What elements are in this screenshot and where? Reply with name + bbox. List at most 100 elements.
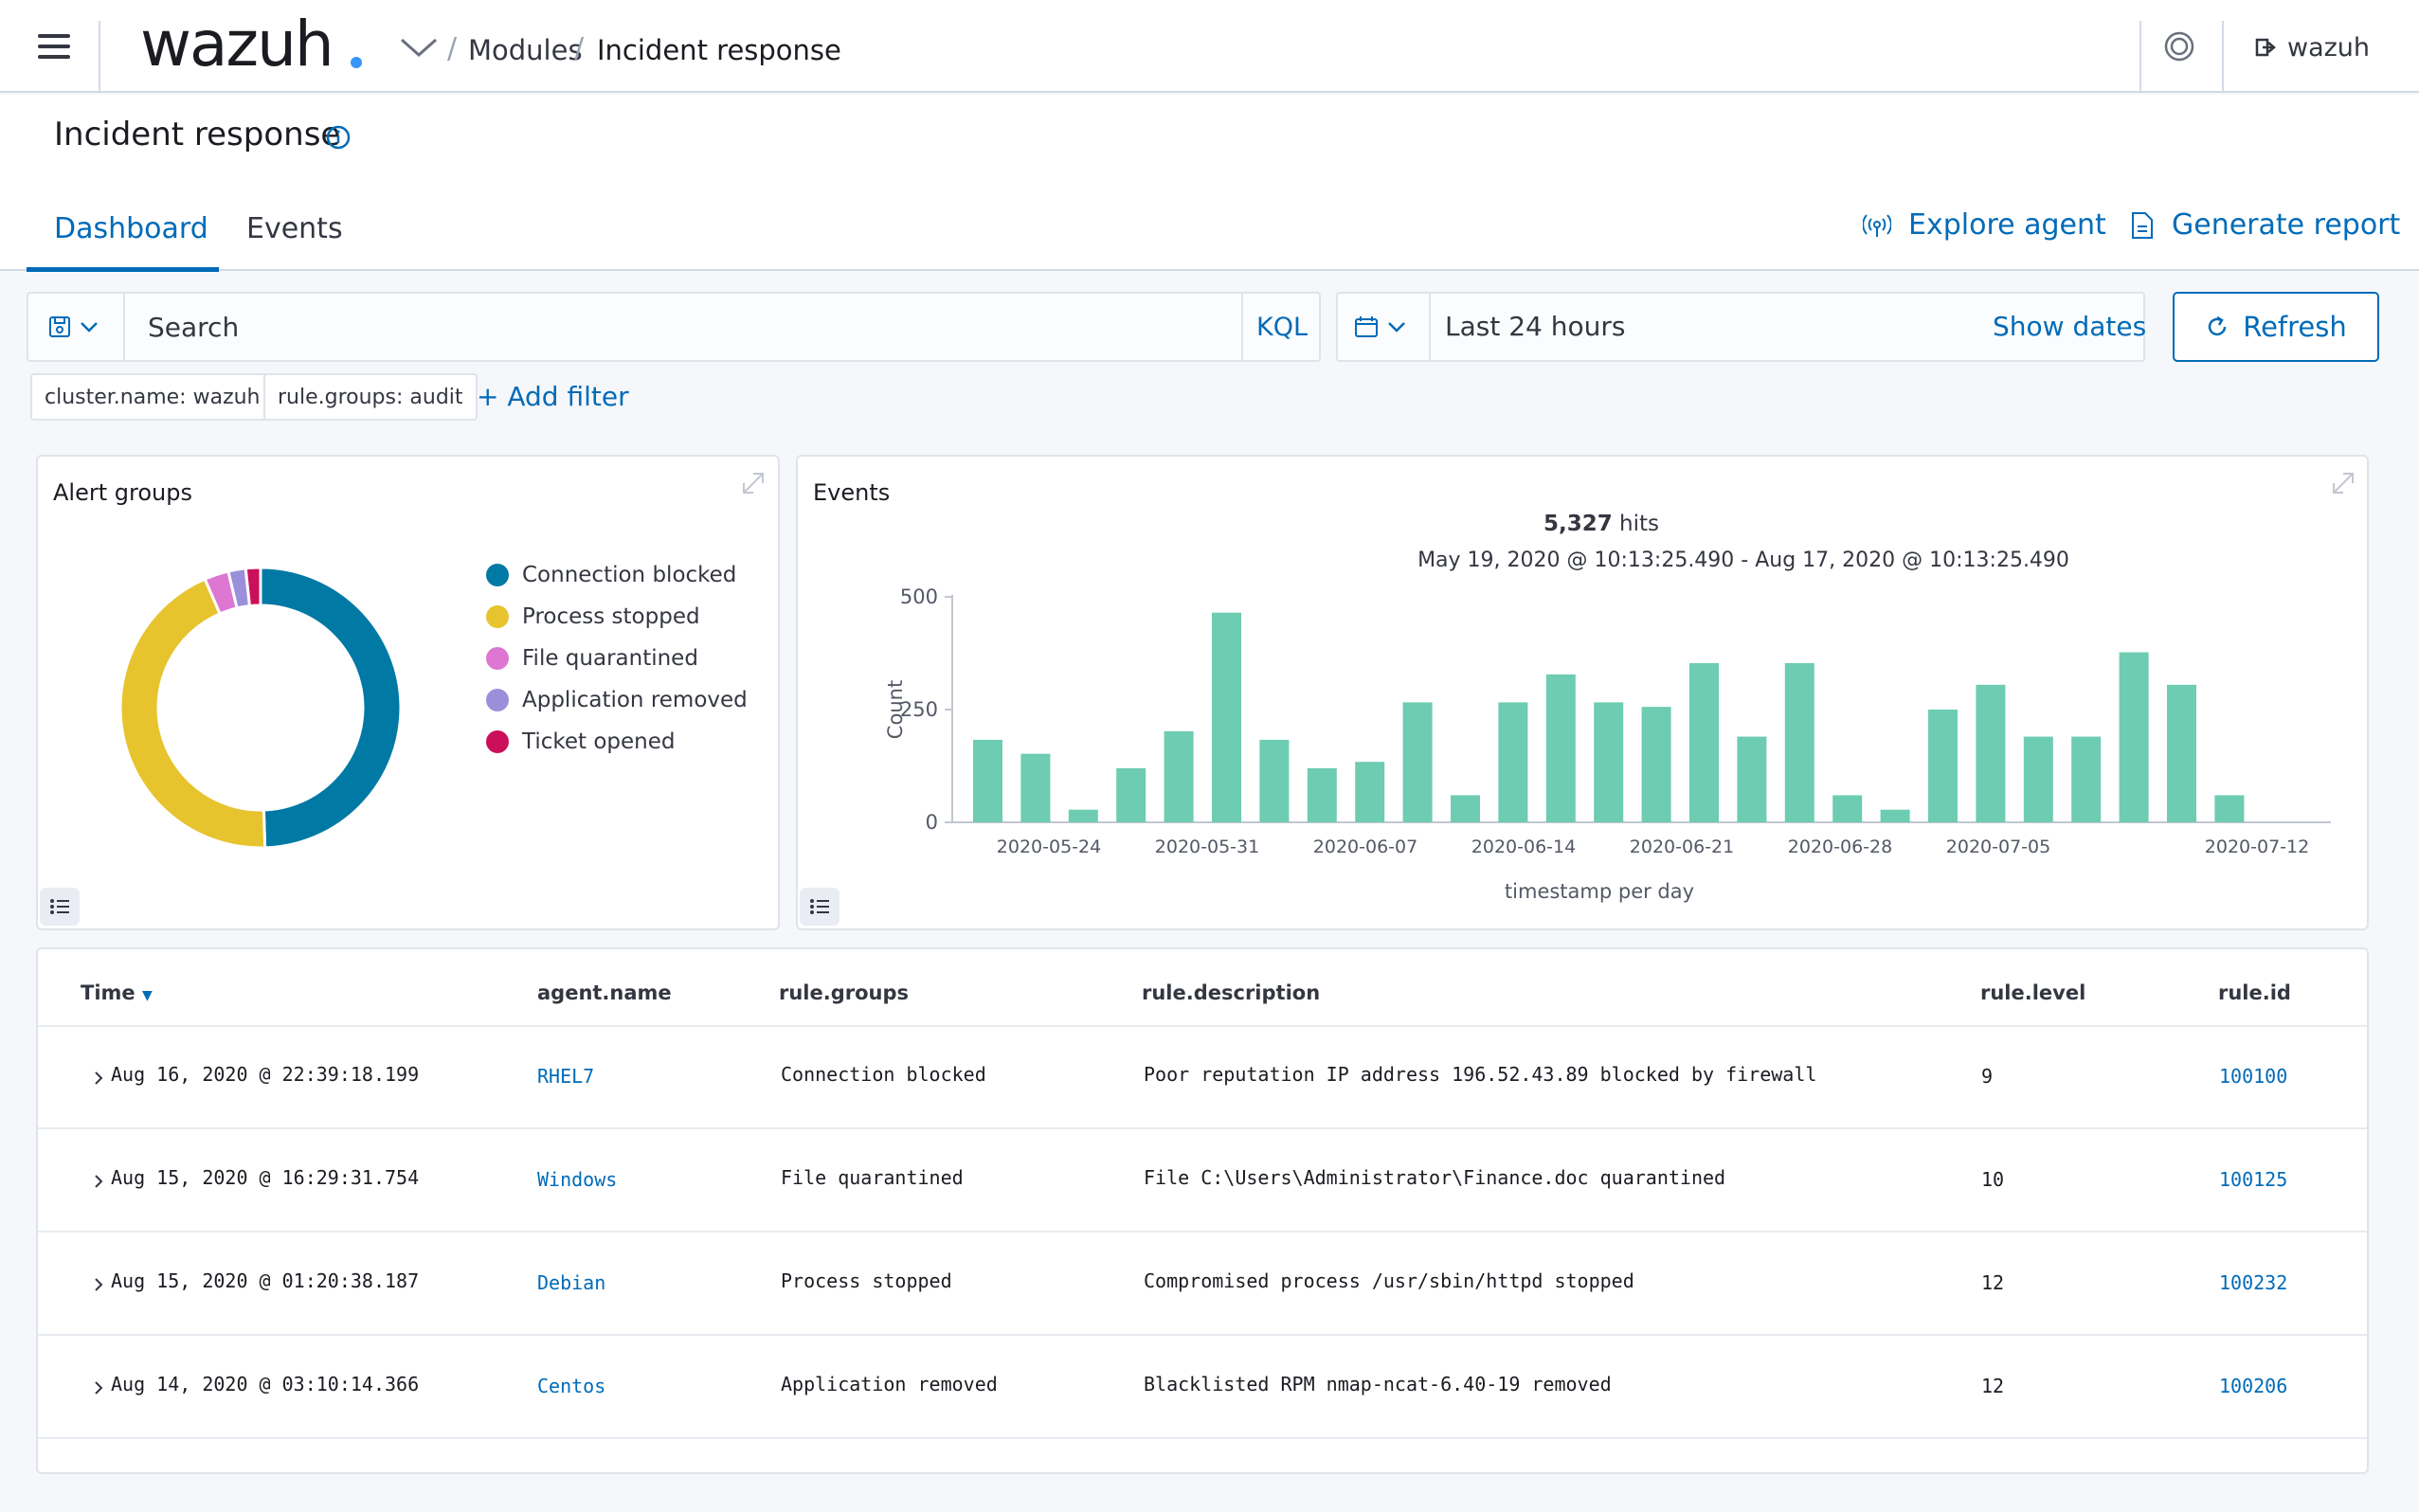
generate-report-button[interactable]: Generate report (2130, 208, 2400, 242)
cell-time: Aug 15, 2020 @ 16:29:31.754 (111, 1166, 420, 1189)
bar-12[interactable] (1498, 702, 1528, 822)
legend-application-removed[interactable]: Application removed (486, 688, 748, 712)
cell-agent-link[interactable]: Windows (537, 1168, 618, 1191)
expand-icon[interactable] (2330, 470, 2356, 496)
cell-description: Blacklisted RPM nmap-ncat-6.40-19 remove… (1144, 1373, 1612, 1395)
kql-toggle[interactable]: KQL (1241, 292, 1321, 362)
pie-slice-ticket-opened[interactable] (244, 566, 262, 608)
refresh-button[interactable]: Refresh (2173, 292, 2379, 362)
legend-toggle-button[interactable] (800, 888, 839, 926)
cell-agent-link[interactable]: Centos (537, 1375, 606, 1397)
time-range[interactable]: Last 24 hours (1445, 311, 1626, 342)
info-icon[interactable] (325, 124, 352, 151)
chevron-down-icon[interactable] (398, 36, 440, 59)
bar-5[interactable] (1164, 730, 1194, 822)
saved-queries-button[interactable] (27, 292, 125, 362)
events-panel (796, 455, 2369, 930)
cell-level: 12 (1981, 1375, 2005, 1397)
list-icon (810, 899, 829, 914)
cell-rule-id-link[interactable]: 100232 (2219, 1271, 2288, 1294)
bar-2[interactable] (1020, 753, 1051, 822)
legend-toggle-button[interactable] (40, 888, 80, 926)
filter-pill-cluster[interactable]: cluster.name: wazuh (30, 373, 275, 421)
x-tick-label: 2020-06-28 (1788, 837, 1892, 857)
bar-10[interactable] (1402, 702, 1433, 822)
bar-13[interactable] (1545, 674, 1576, 822)
bar-6[interactable] (1212, 612, 1241, 822)
bar-9[interactable] (1355, 762, 1385, 822)
column-header-description[interactable]: rule.description (1142, 981, 1321, 1004)
x-tick-label: 2020-06-07 (1313, 837, 1417, 857)
column-header-time[interactable]: Time ▼ (81, 981, 153, 1004)
bar-22[interactable] (1976, 684, 2006, 822)
chevron-right-icon[interactable] (89, 1172, 108, 1191)
chevron-right-icon[interactable] (89, 1275, 108, 1294)
pie-slice-process-stopped[interactable] (118, 577, 267, 850)
table-row[interactable] (38, 1337, 2367, 1439)
legend-ticket-opened[interactable]: Ticket opened (486, 729, 676, 754)
legend-connection-blocked[interactable]: Connection blocked (486, 563, 736, 587)
cell-agent-link[interactable]: RHEL7 (537, 1065, 595, 1088)
show-dates-link[interactable]: Show dates (1993, 311, 2147, 342)
column-header-agent[interactable]: agent.name (537, 981, 672, 1004)
bar-26[interactable] (2167, 684, 2196, 822)
column-header-id[interactable]: rule.id (2218, 981, 2291, 1004)
bar-17[interactable] (1737, 736, 1767, 822)
bar-25[interactable] (2119, 652, 2149, 822)
cell-time: Aug 15, 2020 @ 01:20:38.187 (111, 1269, 420, 1292)
hits-suffix: hits (1619, 512, 1660, 536)
tab-dashboard[interactable]: Dashboard (54, 212, 208, 245)
table-row[interactable] (38, 1027, 2367, 1129)
bar-4[interactable] (1116, 767, 1146, 822)
help-icon[interactable] (2163, 30, 2195, 63)
breadcrumb-modules[interactable]: Modules (468, 34, 583, 66)
bar-15[interactable] (1641, 707, 1671, 822)
cell-level: 10 (1981, 1168, 2005, 1191)
breadcrumb-current: Incident response (597, 34, 841, 66)
column-header-groups[interactable]: rule.groups (779, 981, 910, 1004)
alert-groups-donut (118, 566, 403, 850)
legend-process-stopped[interactable]: Process stopped (486, 604, 700, 629)
explore-agent-button[interactable]: Explore agent (1863, 208, 2106, 242)
bar-19[interactable] (1832, 795, 1863, 822)
chevron-right-icon[interactable] (89, 1378, 108, 1397)
filter-pill-rule-groups[interactable]: rule.groups: audit (263, 373, 478, 421)
cell-agent-link[interactable]: Debian (537, 1271, 606, 1294)
add-filter-button[interactable]: + Add filter (477, 381, 629, 412)
quick-menu-button[interactable] (1336, 292, 1431, 362)
menu-icon[interactable] (38, 34, 70, 59)
search-input[interactable] (127, 294, 1241, 360)
bar-18[interactable] (1784, 662, 1814, 822)
legend-swatch (486, 605, 509, 628)
bar-3[interactable] (1068, 809, 1098, 822)
table-row[interactable] (38, 1130, 2367, 1233)
cell-rule-id-link[interactable]: 100206 (2219, 1375, 2288, 1397)
bar-27[interactable] (2214, 795, 2245, 822)
x-tick-label: 2020-05-24 (997, 837, 1101, 857)
bar-14[interactable] (1594, 702, 1624, 822)
bar-11[interactable] (1451, 795, 1480, 822)
pie-slice-connection-blocked[interactable] (259, 566, 403, 850)
table-row[interactable] (38, 1233, 2367, 1336)
chevron-right-icon[interactable] (89, 1069, 108, 1088)
bar-8[interactable] (1307, 767, 1337, 822)
bar-21[interactable] (1928, 710, 1958, 822)
cell-rule-id-link[interactable]: 100125 (2219, 1168, 2288, 1191)
logout-icon (2255, 38, 2276, 57)
bar-24[interactable] (2071, 736, 2102, 822)
legend-file-quarantined[interactable]: File quarantined (486, 646, 698, 671)
events-bar-chart: 0 250 500 Count 2020-05-24 2020-05-31 2020-06-… (884, 585, 2331, 903)
column-header-level[interactable]: rule.level (1980, 981, 2086, 1004)
bar-1[interactable] (973, 739, 1002, 822)
bar-16[interactable] (1689, 662, 1719, 822)
wazuh-logo[interactable]: wazuh (140, 8, 334, 81)
date-picker (1336, 292, 2145, 362)
bar-23[interactable] (2023, 736, 2053, 822)
bar-20[interactable] (1880, 809, 1910, 822)
cell-rule-id-link[interactable]: 100100 (2219, 1065, 2288, 1088)
bar-7[interactable] (1259, 739, 1290, 822)
page-title: Incident response (54, 116, 341, 153)
user-menu-button[interactable]: wazuh (2255, 28, 2370, 66)
tab-events[interactable]: Events (246, 212, 343, 245)
expand-icon[interactable] (740, 470, 767, 496)
